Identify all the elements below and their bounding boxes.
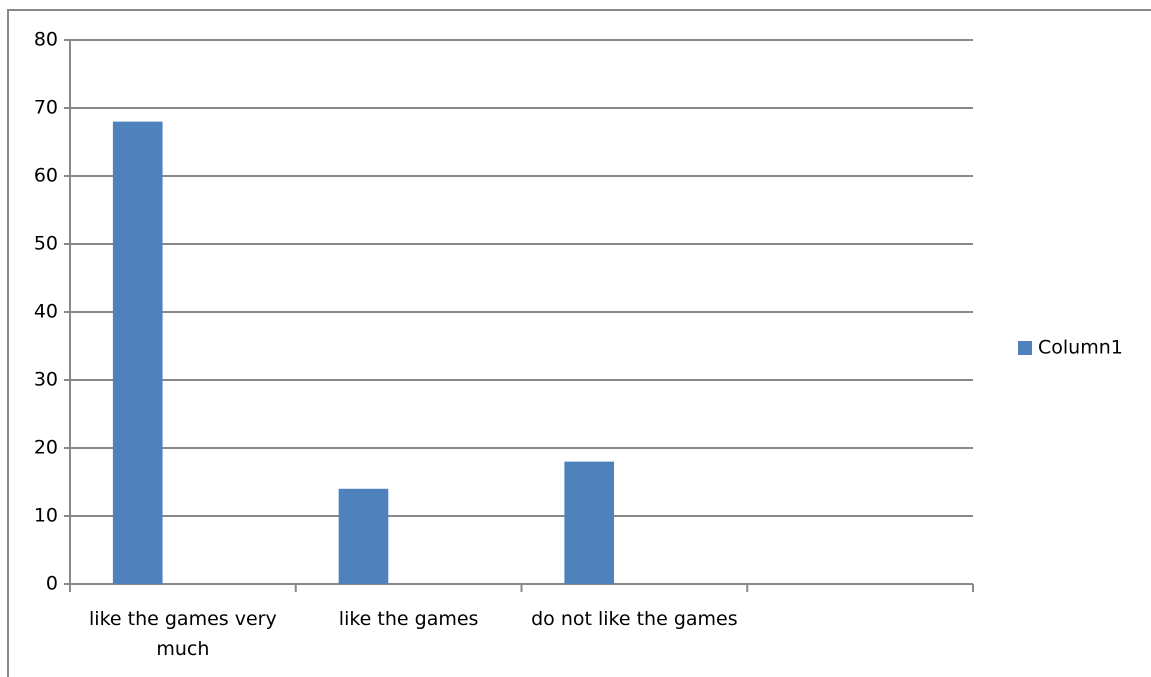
x-tick-label: do not like the games <box>531 608 738 630</box>
y-tick-label: 70 <box>34 97 58 119</box>
y-tick-label: 50 <box>34 233 58 255</box>
y-tick-label: 60 <box>34 165 58 187</box>
y-tick-label: 80 <box>34 29 58 51</box>
legend-label: Column1 <box>1038 337 1123 359</box>
legend-swatch <box>1018 341 1032 355</box>
x-tick-label: like the games <box>338 608 479 630</box>
x-tick-label: like the games very much <box>89 608 277 660</box>
y-tick-label: 40 <box>34 301 58 323</box>
bar <box>564 461 615 584</box>
y-tick-label: 10 <box>34 505 58 527</box>
y-tick-label: 20 <box>34 437 58 459</box>
bar <box>338 488 389 584</box>
y-tick-label: 0 <box>46 573 58 595</box>
chart-border <box>7 9 1151 677</box>
y-tick-label: 30 <box>34 369 58 391</box>
bar <box>112 121 163 584</box>
